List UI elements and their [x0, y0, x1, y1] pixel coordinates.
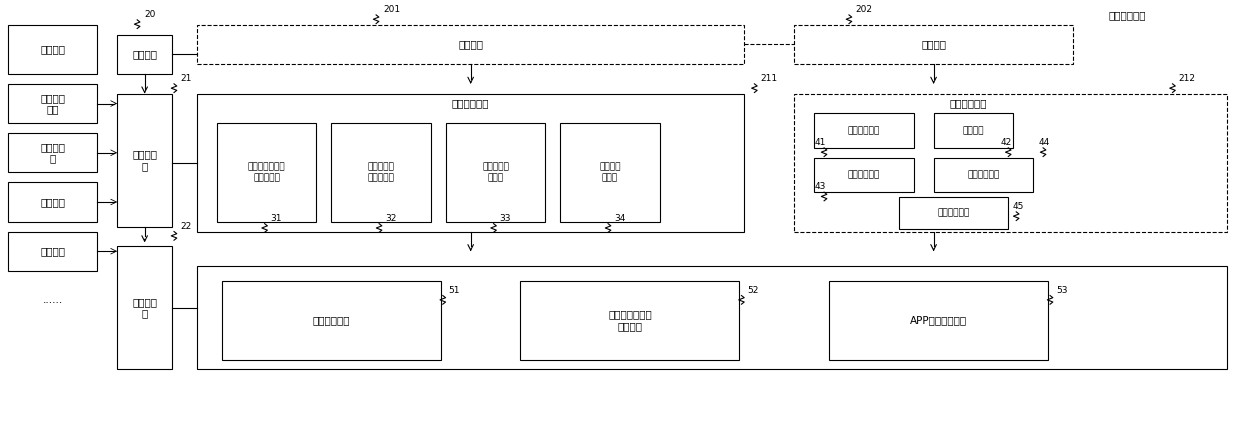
Text: 发票信息: 发票信息 [40, 246, 64, 256]
Bar [7, 25, 98, 74]
Bar [7, 84, 98, 123]
Bar [118, 246, 172, 369]
Text: 备用金申
请模块: 备用金申 请模块 [599, 163, 621, 182]
Text: 财务管理模块: 财务管理模块 [950, 99, 987, 108]
Text: 平台应用
层: 平台应用 层 [133, 149, 157, 171]
Text: 低值自行采
购报销模块: 低值自行采 购报销模块 [367, 163, 394, 182]
Text: 42: 42 [1001, 138, 1012, 147]
Bar [7, 133, 98, 173]
Text: 201: 201 [383, 5, 401, 14]
Bar [197, 266, 1228, 369]
Bar [560, 123, 660, 222]
Text: 211: 211 [760, 74, 777, 83]
Bar [815, 158, 914, 192]
Text: 电子发票自动化
处理模块: 电子发票自动化 处理模块 [608, 310, 652, 331]
Bar [899, 197, 1008, 228]
Text: 调账扣分模块: 调账扣分模块 [848, 170, 880, 179]
Text: 33: 33 [500, 214, 511, 223]
Text: 22: 22 [180, 222, 191, 231]
Bar [197, 94, 744, 231]
Text: 53: 53 [1056, 285, 1068, 294]
Bar [217, 123, 316, 222]
Text: 权限申请模块: 权限申请模块 [937, 208, 970, 217]
Text: 差旅及交际应酬
费报销模块: 差旅及交际应酬 费报销模块 [248, 163, 285, 182]
Text: 44: 44 [1038, 138, 1049, 147]
Text: 31: 31 [270, 214, 281, 223]
Bar [222, 281, 440, 359]
Text: 51: 51 [449, 285, 460, 294]
Text: 41: 41 [815, 138, 826, 147]
Bar [7, 231, 98, 271]
Text: 34: 34 [614, 214, 625, 223]
Text: 入口模块: 入口模块 [133, 50, 157, 59]
Text: 费用处理系统: 费用处理系统 [1109, 10, 1147, 20]
Text: 中台入口: 中台入口 [921, 39, 946, 50]
Text: 45: 45 [1012, 202, 1023, 211]
Text: 21: 21 [180, 74, 191, 83]
Bar [118, 94, 172, 227]
Text: 32: 32 [386, 214, 397, 223]
Text: 员工个人
信息: 员工个人 信息 [40, 93, 64, 114]
Text: 机器学习模块: 机器学习模块 [312, 315, 350, 325]
Text: 探亲机票报
销模块: 探亲机票报 销模块 [482, 163, 508, 182]
Bar [934, 158, 1033, 192]
Bar [815, 113, 914, 148]
Text: 202: 202 [854, 5, 872, 14]
Text: 43: 43 [815, 182, 826, 191]
Text: 员工申报模块: 员工申报模块 [451, 99, 490, 108]
Bar [197, 25, 744, 64]
Bar [794, 94, 1228, 231]
Bar [794, 25, 1073, 64]
Bar [830, 281, 1048, 359]
Bar [521, 281, 739, 359]
Text: ......: ...... [42, 295, 63, 306]
Text: 212: 212 [1178, 74, 1195, 83]
Bar [331, 123, 430, 222]
Text: 52: 52 [748, 285, 759, 294]
Text: 技术运作
层: 技术运作 层 [133, 297, 157, 318]
Text: 差旅信息: 差旅信息 [40, 197, 64, 207]
Bar [7, 182, 98, 222]
Text: 参数配置模块: 参数配置模块 [967, 170, 999, 179]
Text: 抽检模块: 抽检模块 [962, 126, 985, 135]
Text: APP图标处理模块: APP图标处理模块 [910, 315, 967, 325]
Text: 20: 20 [144, 10, 155, 19]
Text: 前台入口: 前台入口 [458, 39, 484, 50]
Bar [118, 35, 172, 74]
Text: 终端设备: 终端设备 [40, 44, 64, 54]
Text: 会计审核模块: 会计审核模块 [848, 126, 880, 135]
Bar [446, 123, 546, 222]
Bar [934, 113, 1013, 148]
Text: 审批人信
息: 审批人信 息 [40, 142, 64, 164]
